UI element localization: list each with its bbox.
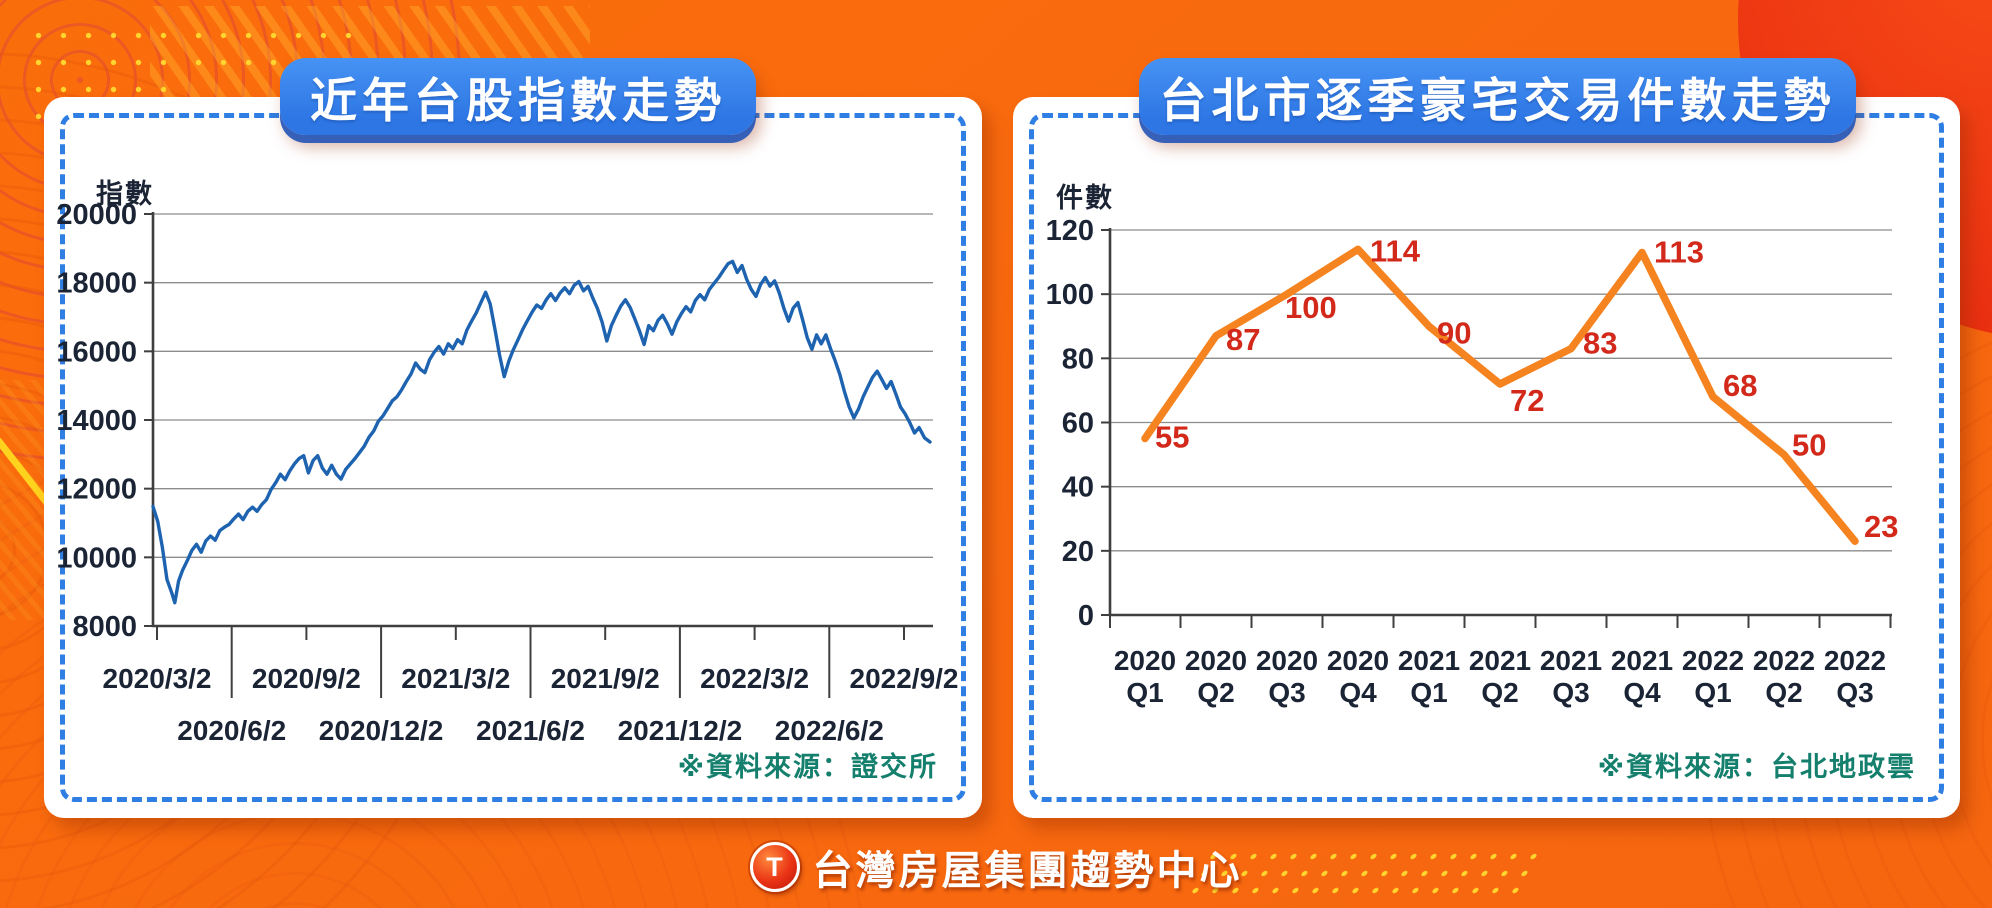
footer: T 台灣房屋集團趨勢中心	[0, 838, 1992, 896]
taiwan-housing-logo-icon: T	[749, 842, 800, 892]
luxury-transactions-source-note: ※資料來源：台北地政雲	[1597, 752, 1916, 782]
luxury-transactions-y-unit-label: 件數	[1056, 183, 1114, 213]
stock-index-dashed-border	[60, 113, 966, 802]
background-stripes-left-margin	[0, 380, 44, 620]
luxury-transactions-title: 台北市逐季豪宅交易件數走勢	[1159, 74, 1836, 127]
luxury-transactions-dashed-border	[1029, 113, 1944, 802]
stock-index-card: ※資料來源：證交所	[44, 97, 982, 818]
stock-index-y-unit-label: 指數	[96, 179, 154, 209]
stock-index-title: 近年台股指數走勢	[310, 74, 726, 127]
footer-brand-text: 台灣房屋集團趨勢中心	[812, 849, 1243, 893]
luxury-transactions-title-banner: 台北市逐季豪宅交易件數走勢	[1139, 58, 1856, 135]
luxury-transactions-card: ※資料來源：台北地政雲	[1013, 97, 1960, 818]
stock-index-source-note: ※資料來源：證交所	[677, 752, 938, 782]
stock-index-title-banner: 近年台股指數走勢	[280, 58, 756, 135]
